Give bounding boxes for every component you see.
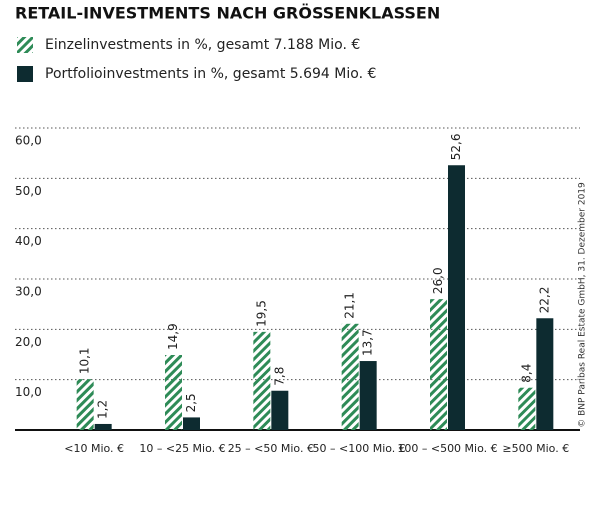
value-label: 10,1 [78, 347, 92, 374]
y-tick-label: 10,0 [15, 385, 42, 399]
bar [359, 361, 377, 430]
x-tick-label: 50 – <100 Mio. € [313, 442, 406, 455]
value-label: 8,4 [519, 364, 533, 383]
y-tick-label: 40,0 [15, 234, 42, 248]
source: © BNP Paribas Real Estate GmbH, 31. Deze… [578, 182, 588, 428]
value-label: 1,2 [96, 400, 110, 419]
bar [448, 165, 465, 430]
bar [430, 299, 447, 430]
y-tick-label: 20,0 [15, 335, 42, 349]
y-tick-label: 30,0 [15, 285, 42, 299]
x-tick-label: 25 – <50 Mio. € [228, 442, 314, 455]
bar [183, 417, 200, 430]
x-tick-label: <10 Mio. € [64, 442, 124, 455]
bar [76, 379, 94, 430]
value-label: 26,0 [431, 267, 445, 294]
legend-swatch [17, 66, 33, 82]
legend-swatch [17, 37, 33, 53]
value-label: 14,9 [166, 323, 180, 350]
x-tick-label: 10 – <25 Mio. € [139, 442, 225, 455]
x-tick-label: ≥500 Mio. € [502, 442, 569, 455]
legend-label: Portfolioinvestments in %, gesamt 5.694 … [45, 66, 376, 82]
bar [536, 318, 554, 430]
chart-title: RETAIL-INVESTMENTS NACH GRÖSSENKLASSEN [15, 4, 440, 23]
bar [271, 390, 289, 430]
y-tick-label: 60,0 [15, 134, 42, 148]
bar [165, 355, 182, 430]
legend-label: Einzelinvestments in %, gesamt 7.188 Mio… [45, 37, 360, 53]
value-label: 13,7 [361, 329, 375, 356]
bar [341, 323, 359, 430]
bar [253, 331, 271, 430]
bar [518, 387, 536, 430]
bar [94, 423, 112, 430]
y-tick-label: 50,0 [15, 184, 42, 198]
value-label: 22,2 [537, 287, 551, 314]
value-label: 19,5 [254, 300, 268, 327]
value-label: 2,5 [184, 393, 198, 412]
value-label: 21,1 [343, 292, 357, 319]
x-tick-label: 100 – <500 Mio. € [397, 442, 497, 455]
value-label: 7,8 [272, 367, 286, 386]
value-label: 52,6 [449, 134, 463, 161]
